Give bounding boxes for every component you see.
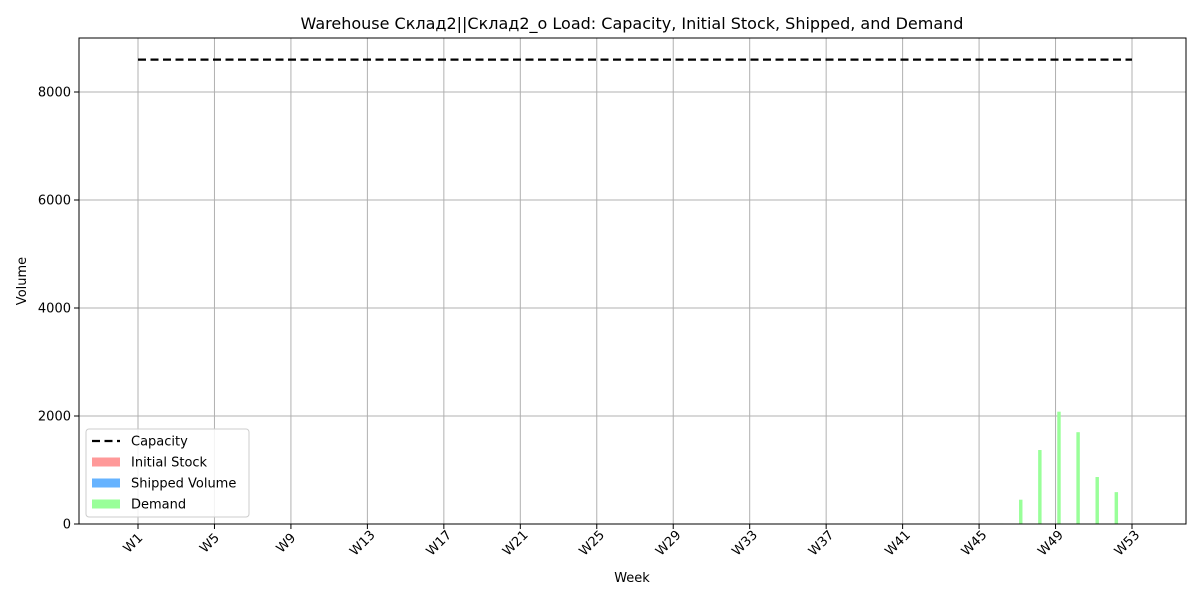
x-tick-label: W5 bbox=[197, 531, 223, 557]
x-tick-label: W53 bbox=[1112, 528, 1143, 559]
bar bbox=[1038, 450, 1042, 524]
x-tick-label: W17 bbox=[424, 528, 455, 559]
legend-label: Capacity bbox=[131, 435, 188, 450]
x-tick-label: W37 bbox=[806, 528, 837, 559]
legend-swatch bbox=[92, 478, 120, 488]
x-tick-label: W9 bbox=[274, 531, 300, 557]
bars bbox=[999, 411, 1119, 524]
y-tick-label: 6000 bbox=[38, 194, 71, 209]
legend-label: Demand bbox=[131, 498, 186, 513]
x-tick-label: W13 bbox=[347, 528, 378, 559]
x-tick-label: W45 bbox=[959, 528, 990, 559]
x-tick-label: W41 bbox=[882, 528, 913, 559]
y-tick-label: 2000 bbox=[38, 410, 71, 425]
x-tick-label: W25 bbox=[577, 528, 608, 559]
legend-swatch bbox=[92, 457, 120, 467]
legend: Capacity Initial Stock Shipped Volume Deman… bbox=[85, 428, 250, 518]
x-tick-label: W49 bbox=[1035, 528, 1066, 559]
x-tick-label: W29 bbox=[653, 528, 684, 559]
bar bbox=[1076, 432, 1080, 524]
x-axis-label: Week bbox=[614, 571, 650, 586]
bar bbox=[1019, 499, 1023, 524]
bar bbox=[1095, 477, 1099, 524]
bar bbox=[1114, 492, 1119, 524]
y-axis: 0 2000 4000 6000 8000 bbox=[38, 86, 79, 533]
bar bbox=[1057, 411, 1061, 524]
legend-frame bbox=[85, 428, 250, 518]
x-tick-label: W1 bbox=[121, 531, 147, 557]
legend-swatch bbox=[92, 499, 120, 509]
legend-label: Initial Stock bbox=[131, 456, 208, 471]
x-tick-label: W33 bbox=[730, 528, 761, 559]
chart-title: Warehouse Склад2||Склад2_o Load: Capacit… bbox=[301, 14, 964, 34]
x-axis: W1 W5 W9 W13 W17 W21 W25 W29 W33 W37 W41 W45 W49 W53 bbox=[121, 524, 1143, 559]
y-tick-label: 8000 bbox=[38, 86, 71, 101]
y-tick-label: 0 bbox=[63, 518, 71, 533]
grid bbox=[79, 38, 1186, 525]
plot-frame bbox=[78, 37, 1187, 525]
x-tick-label: W21 bbox=[500, 528, 531, 559]
legend-label: Shipped Volume bbox=[131, 477, 236, 492]
y-tick-label: 4000 bbox=[38, 302, 71, 317]
y-axis-label: Volume bbox=[15, 257, 30, 305]
